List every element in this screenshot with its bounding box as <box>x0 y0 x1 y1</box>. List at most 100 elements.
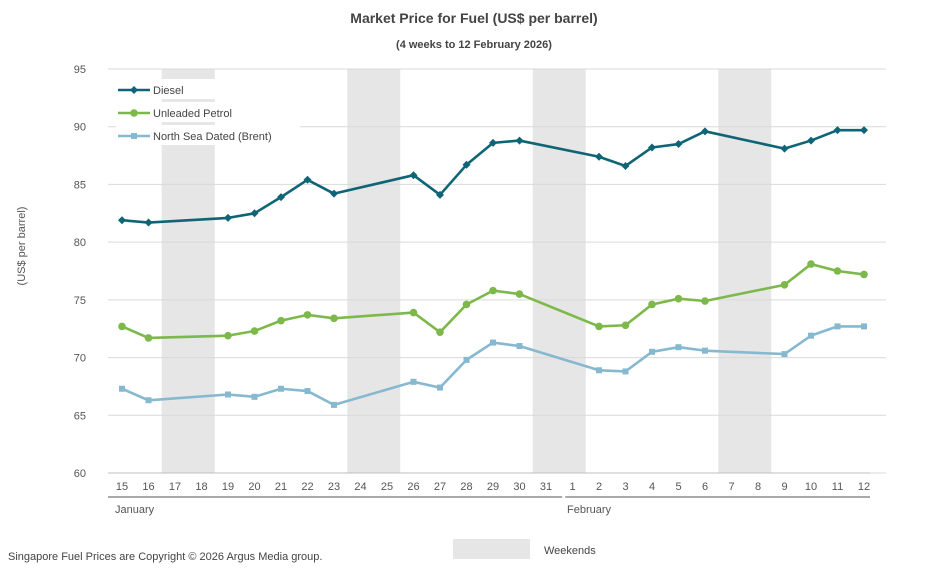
data-point-north-sea-dated-brent-17 <box>781 351 788 358</box>
data-point-unleaded-petrol-2 <box>224 331 232 340</box>
data-point-diesel-14 <box>648 143 656 152</box>
data-point-diesel-16 <box>701 127 709 136</box>
data-point-unleaded-petrol-8 <box>436 328 444 336</box>
legend-label-north-sea-dated-brent: North Sea Dated (Brent) <box>153 131 272 143</box>
data-point-diesel-2 <box>224 213 232 222</box>
data-point-north-sea-dated-brent-13 <box>622 368 629 375</box>
data-point-north-sea-dated-brent-6 <box>331 401 337 408</box>
legend-background-diesel <box>116 79 300 99</box>
data-point-unleaded-petrol-6 <box>330 314 338 323</box>
y-tick-label-75: 75 <box>74 295 86 307</box>
data-point-diesel-18 <box>807 136 815 145</box>
data-point-diesel-20 <box>860 126 868 135</box>
data-point-unleaded-petrol-13 <box>621 321 630 330</box>
x-tick-label-31-16: 31 <box>540 481 552 493</box>
legend-label-diesel: Diesel <box>153 85 184 97</box>
legend-background-north-sea-dated-brent <box>116 125 300 145</box>
x-tick-label-7-23: 7 <box>728 481 734 493</box>
data-point-north-sea-dated-brent-5 <box>304 388 311 395</box>
data-point-north-sea-dated-brent-16 <box>702 347 708 354</box>
weekend-band-1 <box>347 69 401 473</box>
data-point-north-sea-dated-brent-11 <box>516 343 523 350</box>
data-point-diesel-11 <box>515 136 524 145</box>
data-point-unleaded-petrol-3 <box>250 327 259 335</box>
weekend-band-2 <box>532 69 586 473</box>
x-tick-label-10-26: 10 <box>805 481 817 493</box>
x-tick-label-20-5: 20 <box>248 481 260 493</box>
x-tick-label-27-12: 27 <box>434 481 446 493</box>
data-point-diesel-19 <box>833 126 842 135</box>
data-point-diesel-1 <box>144 218 153 227</box>
legend-marker-unleaded-petrol <box>130 109 138 117</box>
x-tick-label-6-22: 6 <box>702 481 708 493</box>
data-point-unleaded-petrol-16 <box>701 297 709 305</box>
data-point-north-sea-dated-brent-12 <box>596 367 602 374</box>
y-tick-label-95: 95 <box>74 64 86 76</box>
data-point-north-sea-dated-brent-14 <box>649 348 655 355</box>
data-point-unleaded-petrol-11 <box>515 290 524 298</box>
x-tick-label-21-6: 21 <box>275 481 287 493</box>
data-point-north-sea-dated-brent-4 <box>278 385 284 392</box>
y-tick-label-70: 70 <box>74 353 86 365</box>
weekend-band-3 <box>718 69 772 473</box>
data-point-north-sea-dated-brent-20 <box>861 323 867 330</box>
data-point-unleaded-petrol-5 <box>303 311 312 319</box>
data-point-unleaded-petrol-7 <box>409 308 418 317</box>
data-point-diesel-15 <box>674 140 683 149</box>
y-tick-label-90: 90 <box>74 122 86 134</box>
data-point-diesel-7 <box>409 171 418 180</box>
weekends-legend-swatch <box>453 539 530 559</box>
x-tick-label-26-11: 26 <box>407 481 419 493</box>
x-tick-label-16-1: 16 <box>142 481 154 493</box>
data-point-north-sea-dated-brent-2 <box>225 391 231 398</box>
x-tick-label-11-27: 11 <box>832 481 843 493</box>
x-tick-label-18-3: 18 <box>195 481 207 493</box>
x-tick-label-4-20: 4 <box>649 481 655 493</box>
x-tick-label-15-0: 15 <box>116 481 128 493</box>
data-point-north-sea-dated-brent-9 <box>463 356 470 363</box>
data-point-diesel-5 <box>303 175 312 184</box>
x-tick-label-17-2: 17 <box>169 481 181 493</box>
y-tick-label-85: 85 <box>74 179 86 191</box>
y-tick-label-80: 80 <box>74 237 86 249</box>
data-point-unleaded-petrol-10 <box>489 286 497 295</box>
x-tick-label-29-14: 29 <box>487 481 499 493</box>
x-tick-label-1-17: 1 <box>569 481 575 493</box>
data-point-unleaded-petrol-20 <box>860 270 868 279</box>
x-tick-label-25-10: 25 <box>381 481 393 493</box>
legend-label-unleaded-petrol: Unleaded Petrol <box>153 108 232 120</box>
x-tick-label-19-4: 19 <box>222 481 234 493</box>
chart-title: Market Price for Fuel (US$ per barrel) <box>350 10 598 26</box>
data-point-north-sea-dated-brent-0 <box>119 385 125 392</box>
y-tick-label-60: 60 <box>74 468 86 480</box>
data-point-north-sea-dated-brent-3 <box>251 393 258 400</box>
data-point-diesel-8 <box>436 190 444 199</box>
data-point-unleaded-petrol-19 <box>833 267 842 275</box>
copyright-footnote: Singapore Fuel Prices are Copyright © 20… <box>8 551 323 563</box>
x-tick-label-2-18: 2 <box>596 481 602 493</box>
data-point-unleaded-petrol-0 <box>118 322 126 331</box>
legend-background-unleaded-petrol <box>116 102 300 122</box>
month-label-february: February <box>567 504 612 516</box>
data-point-north-sea-dated-brent-18 <box>808 332 814 339</box>
data-point-north-sea-dated-brent-10 <box>490 339 496 346</box>
data-point-north-sea-dated-brent-15 <box>675 344 682 351</box>
chart-subtitle: (4 weeks to 12 February 2026) <box>396 39 552 51</box>
x-tick-label-12-28: 12 <box>858 481 870 493</box>
data-point-diesel-12 <box>595 152 603 161</box>
data-point-unleaded-petrol-14 <box>648 300 656 309</box>
x-tick-label-8-24: 8 <box>755 481 761 493</box>
data-point-diesel-9 <box>462 160 471 169</box>
x-tick-label-24-9: 24 <box>354 481 366 493</box>
x-tick-label-28-13: 28 <box>460 481 472 493</box>
data-point-unleaded-petrol-18 <box>807 260 815 268</box>
data-point-north-sea-dated-brent-7 <box>410 378 417 385</box>
data-point-diesel-17 <box>780 144 789 153</box>
data-point-diesel-10 <box>489 138 497 147</box>
x-tick-label-5-21: 5 <box>675 481 681 493</box>
x-tick-label-9-25: 9 <box>781 481 787 493</box>
data-point-north-sea-dated-brent-1 <box>145 397 152 404</box>
data-point-diesel-6 <box>330 189 338 198</box>
data-point-north-sea-dated-brent-8 <box>437 384 443 391</box>
